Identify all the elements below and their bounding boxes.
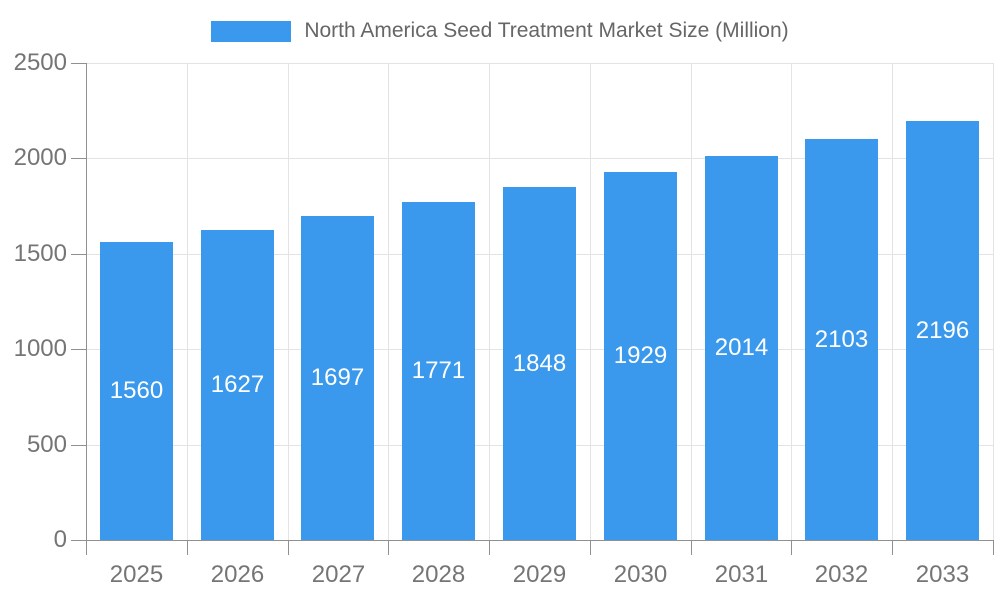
legend-swatch [211,20,292,42]
gridline-vertical [388,63,389,540]
x-axis-tick-mark [892,540,893,555]
x-axis-tick-mark [993,540,994,555]
bar[interactable] [906,121,979,540]
gridline-horizontal [86,63,993,64]
bar[interactable] [301,216,374,540]
x-tick-label: 2032 [814,561,869,588]
bar-value-label: 1560 [109,377,164,404]
gridline-vertical [288,63,289,540]
y-axis-tick-mark [71,349,86,350]
gridline-vertical [791,63,792,540]
x-tick-label: 2026 [210,561,265,588]
x-tick-label: 2033 [915,561,970,588]
bar-value-label: 1929 [613,342,668,369]
bar[interactable] [604,172,677,540]
bar-value-label: 2196 [915,317,970,344]
bar[interactable] [503,187,576,540]
y-tick-label: 0 [53,526,67,553]
gridline-vertical [691,63,692,540]
x-tick-label: 2031 [714,561,769,588]
gridline-vertical [892,63,893,540]
x-axis-tick-mark [288,540,289,555]
x-axis-line [86,540,993,541]
y-tick-label: 500 [26,431,67,458]
bar-value-label: 2103 [814,326,869,353]
y-axis-tick-mark [71,540,86,541]
x-tick-label: 2029 [512,561,567,588]
x-tick-label: 2028 [411,561,466,588]
bar[interactable] [201,230,274,540]
x-tick-label: 2030 [613,561,668,588]
bar[interactable] [402,202,475,540]
y-tick-label: 1500 [13,240,67,267]
x-axis-tick-mark [489,540,490,555]
bar[interactable] [705,156,778,540]
gridline-vertical [993,63,994,540]
bar-value-label: 1848 [512,350,567,377]
x-axis-tick-mark [590,540,591,555]
bar-value-label: 1771 [411,357,466,384]
x-tick-label: 2027 [311,561,366,588]
bar[interactable] [805,139,878,540]
gridline-vertical [489,63,490,540]
bar[interactable] [100,242,173,540]
y-axis-tick-mark [71,445,86,446]
x-tick-label: 2025 [109,561,164,588]
bar-value-label: 2014 [714,334,769,361]
y-tick-label: 2000 [13,144,67,171]
x-axis-tick-mark [691,540,692,555]
x-axis-tick-mark [187,540,188,555]
y-tick-label: 2500 [13,49,67,76]
y-axis-line [86,63,87,555]
bar-value-label: 1697 [310,364,365,391]
legend-item[interactable]: North America Seed Treatment Market Size… [211,19,789,43]
gridline-vertical [590,63,591,540]
bar-value-label: 1627 [210,371,265,398]
y-tick-label: 1000 [13,335,67,362]
legend: North America Seed Treatment Market Size… [0,17,1000,45]
gridline-horizontal [86,158,993,159]
y-axis-tick-mark [71,63,86,64]
gridline-vertical [187,63,188,540]
legend-label: North America Seed Treatment Market Size… [304,19,789,42]
x-axis-tick-mark [388,540,389,555]
y-axis-tick-mark [71,158,86,159]
y-axis-tick-mark [71,254,86,255]
x-axis-tick-mark [791,540,792,555]
